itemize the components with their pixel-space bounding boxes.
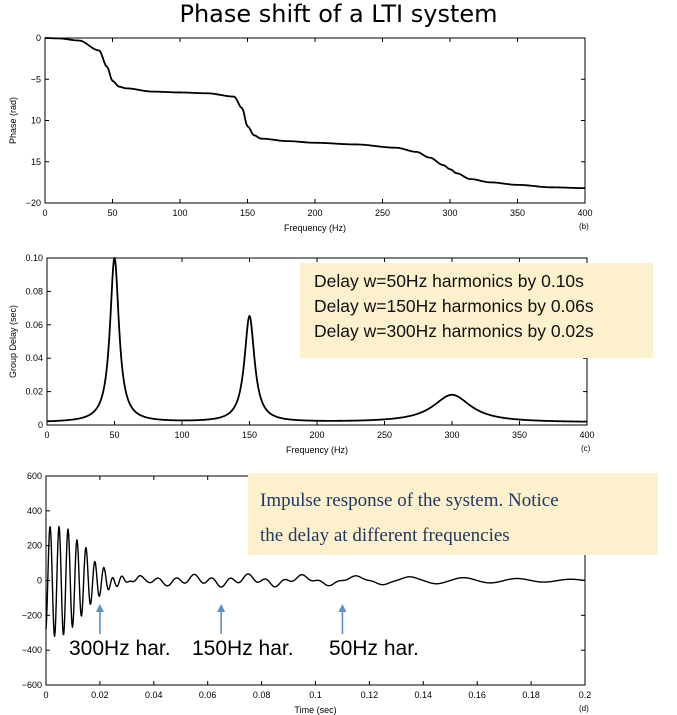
group-delay-curve (46, 257, 588, 423)
impulse-response-annotation: Impulse response of the system. Notice t… (248, 473, 658, 555)
harmonic-arrow-head-0 (95, 604, 104, 612)
phase-y-tick-label: −5 (31, 74, 41, 84)
delay-300hz-note: Delay w=300Hz harmonics by 0.02s (314, 321, 594, 341)
phase-y-tick-label: −20 (26, 198, 41, 208)
delay-150hz-note: Delay w=150Hz harmonics by 0.06s (314, 296, 594, 316)
impulse_response-x-tick-label: 0.12 (361, 690, 379, 700)
phase-x-axis-label: Frequency (Hz) (284, 223, 346, 233)
phase-y-axis-label: Phase (rad) (8, 97, 18, 144)
impulse_response-y-tick-label: 200 (27, 541, 42, 551)
group_delay-x-tick-label: 300 (444, 430, 459, 440)
group_delay-x-tick-label: 0 (44, 430, 49, 440)
group_delay-x-tick-label: 100 (174, 430, 189, 440)
page-title: Phase shift of a LTI system (179, 0, 498, 28)
group_delay-x-tick-label: 250 (377, 430, 392, 440)
impulse_response-x-tick-label: 0.2 (579, 690, 592, 700)
impulse_response-y-tick-label: 0 (37, 576, 42, 586)
group_delay-x-tick-label: 200 (309, 430, 324, 440)
impulse_response-y-tick-label: −200 (22, 610, 42, 620)
group_delay-x-tick-label: 50 (109, 430, 119, 440)
group-delay-annotation: Delay w=50Hz harmonics by 0.10s Delay w=… (300, 263, 653, 358)
impulse_response-y-tick-label: −600 (22, 680, 42, 690)
impulse_response-y-tick-label: 400 (27, 506, 42, 516)
phase-x-tick-label: 400 (577, 208, 592, 218)
group_delay-x-tick-label: 400 (579, 430, 594, 440)
phase-x-tick-label: 200 (307, 208, 322, 218)
phase-x-tick-label: 50 (107, 208, 117, 218)
impulse-response-curve (45, 525, 585, 638)
impulse_response-x-tick-label: 0 (43, 690, 48, 700)
impulse_response-x-tick-label: 0.06 (199, 690, 217, 700)
impulse_response-x-tick-label: 0.16 (468, 690, 486, 700)
phase-plot-frame (44, 37, 586, 204)
group_delay-y-tick-label: 0.02 (25, 387, 43, 397)
impulse_response-x-tick-label: 0.18 (522, 690, 540, 700)
label-50hz-harmonic: 50Hz har. (327, 636, 421, 662)
group_delay-x-axis-label: Frequency (Hz) (286, 445, 348, 455)
impulse_response-y-tick-label: −400 (22, 645, 42, 655)
impulse_response-x-tick-label: 0.08 (253, 690, 271, 700)
impulse_response-x-tick-label: 0.04 (145, 690, 163, 700)
phase-y-tick-label: 15 (31, 157, 41, 167)
group_delay-y-tick-label: 0 (38, 420, 43, 430)
group_delay-y-tick-label: 0.06 (25, 320, 43, 330)
phase-y-tick-label: 0 (36, 33, 41, 43)
label-300hz-harmonic: 300Hz har. (67, 636, 173, 662)
group_delay-y-tick-label: 0.08 (25, 286, 43, 296)
group_delay-y-tick-label: 0.04 (25, 353, 43, 363)
phase-panel-tag: (b) (579, 222, 589, 231)
impulse_response-y-tick-label: 600 (27, 471, 42, 481)
group_delay-x-tick-label: 350 (512, 430, 527, 440)
group_delay-panel-tag: (c) (581, 444, 591, 453)
harmonic-arrow-head-1 (217, 604, 226, 612)
phase-x-tick-label: 150 (240, 208, 255, 218)
phase-x-tick-label: 100 (172, 208, 187, 218)
group_delay-y-tick-label: 0.10 (25, 253, 43, 263)
impulse-note-line-1: Impulse response of the system. Notice (260, 490, 559, 511)
group_delay-y-axis-label: Group Delay (sec) (8, 305, 18, 378)
harmonic-arrow-head-2 (338, 604, 347, 612)
group_delay-x-tick-label: 150 (242, 430, 257, 440)
delay-50hz-note: Delay w=50Hz harmonics by 0.10s (314, 271, 584, 291)
phase-x-tick-label: 300 (442, 208, 457, 218)
phase-curve (44, 37, 585, 190)
phase-x-tick-label: 250 (375, 208, 390, 218)
phase-y-tick-label: 10 (31, 116, 41, 126)
impulse_response-panel-tag: (d) (579, 704, 589, 713)
phase-x-tick-label: 0 (42, 208, 47, 218)
impulse_response-x-tick-label: 0.1 (309, 690, 322, 700)
impulse_response-x-axis-label: Time (sec) (294, 705, 336, 715)
label-150hz-harmonic: 150Hz har. (190, 636, 296, 662)
impulse_response-x-tick-label: 0.02 (91, 690, 109, 700)
impulse-note-line-2: the delay at different frequencies (260, 525, 510, 546)
impulse_response-x-tick-label: 0.14 (415, 690, 433, 700)
phase-x-tick-label: 350 (510, 208, 525, 218)
